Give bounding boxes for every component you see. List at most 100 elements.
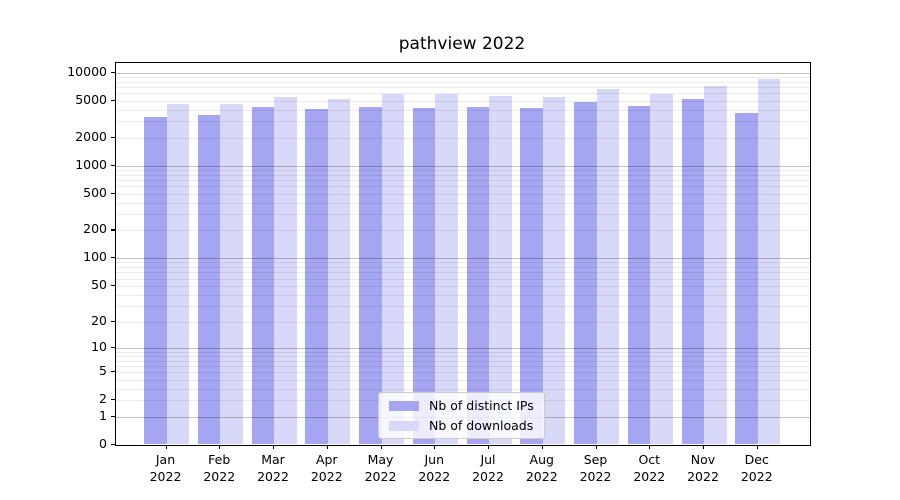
y-tick-label: 10: [91, 338, 107, 354]
legend-label-distinct-ips: Nb of distinct IPs: [429, 398, 534, 413]
x-tick-label: Jun 2022: [418, 452, 451, 484]
x-tick-label: Mar 2022: [257, 452, 289, 484]
x-tick-label: Jul 2022: [472, 452, 504, 484]
bar-distinct-ips-oct: [627, 105, 651, 445]
y-tick-label: 1: [99, 407, 107, 423]
y-tick-mark: [111, 346, 115, 348]
plot-area: [115, 62, 811, 446]
bar-downloads-jan: [166, 104, 189, 445]
y-tick-mark: [111, 371, 115, 373]
bar-distinct-ips-jan: [144, 116, 167, 445]
x-tick-mark: [326, 444, 328, 449]
gridline-minor: [116, 230, 810, 232]
bar-distinct-ips-nov: [681, 99, 704, 445]
gridline-major: [116, 165, 810, 167]
gridline-minor: [116, 76, 810, 78]
y-tick-mark: [111, 443, 115, 445]
gridline-minor: [116, 193, 810, 195]
gridline-minor: [116, 202, 810, 204]
bar-distinct-ips-mar: [251, 106, 274, 445]
gridline-minor: [116, 87, 810, 89]
y-tick-mark: [111, 99, 115, 101]
x-tick-label: Dec 2022: [740, 452, 773, 484]
y-tick-mark: [111, 71, 115, 73]
y-tick-label: 5: [99, 363, 107, 379]
gridline-minor: [116, 278, 810, 280]
bar-downloads-dec: [757, 78, 781, 445]
legend-item-distinct-ips: Nb of distinct IPs: [379, 397, 544, 414]
x-tick-mark: [541, 444, 543, 449]
y-tick-mark: [111, 164, 115, 166]
x-tick-mark: [273, 444, 275, 449]
bar-downloads-sep: [596, 89, 619, 445]
x-tick-mark: [380, 444, 382, 449]
gridline-minor: [116, 186, 810, 188]
y-tick-label: 50: [91, 276, 107, 292]
gridline-minor: [116, 305, 810, 307]
gridline-major: [116, 258, 810, 260]
y-tick-mark: [111, 399, 115, 401]
bar-distinct-ips-apr: [305, 108, 328, 445]
gridline-minor: [116, 285, 810, 287]
gridline-minor: [116, 351, 810, 353]
bar-downloads-aug: [542, 96, 566, 445]
x-tick-label: May 2022: [364, 452, 397, 484]
y-tick-label: 10000: [67, 63, 107, 79]
x-tick-mark: [703, 444, 705, 449]
legend-label-downloads: Nb of downloads: [429, 418, 534, 433]
gridline-minor: [116, 267, 810, 269]
gridline-minor: [116, 294, 810, 296]
legend-swatch-distinct-ips: [389, 400, 419, 411]
gridline-minor: [116, 179, 810, 181]
x-tick-label: Aug 2022: [525, 452, 558, 484]
bar-distinct-ips-sep: [574, 101, 597, 445]
x-tick-mark: [488, 444, 490, 449]
gridline-minor: [116, 360, 810, 362]
gridline-minor: [116, 81, 810, 83]
y-tick-label: 20: [91, 312, 107, 328]
x-tick-label: Apr 2022: [310, 452, 343, 484]
gridline-minor: [116, 355, 810, 357]
bar-downloads-nov: [704, 85, 727, 445]
bar-distinct-ips-jul: [466, 107, 489, 445]
bar-distinct-ips-jun: [412, 107, 436, 445]
bar-downloads-feb: [220, 103, 243, 445]
x-tick-mark: [649, 444, 651, 449]
chart-title: pathview 2022: [398, 34, 526, 54]
x-tick-mark: [219, 444, 221, 449]
bar-distinct-ips-feb: [197, 114, 221, 445]
bar-distinct-ips-may: [359, 106, 382, 445]
bar-distinct-ips-dec: [735, 113, 758, 445]
y-tick-label: 2: [99, 391, 107, 407]
x-tick-label: Nov 2022: [687, 452, 719, 484]
bar-downloads-mar: [274, 96, 297, 445]
bar-downloads-apr: [327, 98, 351, 445]
gridline-minor: [116, 174, 810, 176]
legend-swatch-downloads: [389, 420, 419, 431]
gridline-minor: [116, 388, 810, 390]
gridline-minor: [116, 272, 810, 274]
gridline-minor: [116, 372, 810, 374]
legend-item-downloads: Nb of downloads: [379, 417, 544, 434]
x-tick-label: Feb 2022: [203, 452, 236, 484]
x-tick-mark: [165, 444, 167, 449]
gridline-minor: [116, 137, 810, 139]
gridline-major: [116, 72, 810, 74]
bar-downloads-oct: [650, 94, 673, 445]
gridline-minor: [116, 365, 810, 367]
x-tick-mark: [756, 444, 758, 449]
bar-downloads-may: [381, 94, 404, 445]
gridline-major: [116, 347, 810, 349]
y-tick-mark: [111, 415, 115, 417]
y-tick-label: 0: [99, 435, 107, 451]
y-tick-mark: [111, 284, 115, 286]
legend: Nb of distinct IPs Nb of downloads: [378, 392, 545, 439]
y-tick-mark: [111, 136, 115, 138]
gridline-minor: [116, 379, 810, 381]
y-tick-mark: [111, 320, 115, 322]
y-tick-label: 1000: [75, 156, 107, 172]
gridline-minor: [116, 262, 810, 264]
gridline-minor: [116, 121, 810, 123]
x-tick-label: Oct 2022: [633, 452, 666, 484]
y-tick-label: 200: [83, 221, 107, 237]
